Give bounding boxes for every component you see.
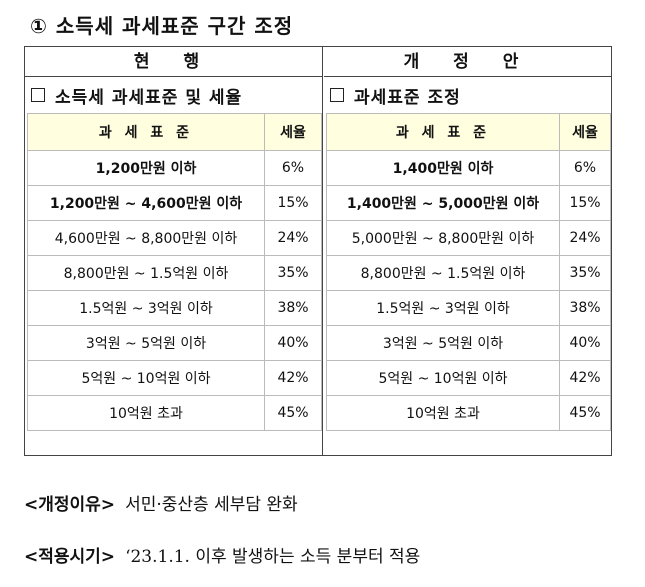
rate-cell: 40%	[264, 325, 322, 361]
table-row: 10억원 초과 45%	[326, 395, 611, 431]
rate-cell: 6%	[264, 150, 322, 186]
table-row: 3억원 ~ 5억원 이하 40%	[27, 325, 322, 361]
rate-cell: 45%	[559, 395, 611, 431]
bracket-cell: 8,800만원 ~ 1.5억원 이하	[326, 255, 560, 291]
section-title: ① 소득세 과세표준 구간 조정	[30, 14, 294, 38]
bracket-header: 과 세 표 준	[326, 113, 560, 151]
table-row: 1,200만원 ~ 4,600만원 이하 15%	[27, 185, 322, 221]
table-header-row: 과 세 표 준 세율	[27, 113, 322, 151]
table-row: 3억원 ~ 5억원 이하 40%	[326, 325, 611, 361]
table-row: 8,800만원 ~ 1.5억원 이하 35%	[27, 255, 322, 291]
table-header-row: 과 세 표 준 세율	[326, 113, 611, 151]
table-row: 5,000만원 ~ 8,800만원 이하 24%	[326, 220, 611, 256]
rate-cell: 6%	[559, 150, 611, 186]
table-row: 1,400만원 이하 6%	[326, 150, 611, 186]
table-row: 8,800만원 ~ 1.5억원 이하 35%	[326, 255, 611, 291]
current-subtitle: 소득세 과세표준 및 세율	[25, 77, 322, 113]
reason-label: <개정이유>	[24, 495, 116, 515]
bracket-header: 과 세 표 준	[27, 113, 265, 151]
rate-header: 세율	[264, 113, 322, 151]
current-tax-table: 과 세 표 준 세율 1,200만원 이하 6% 1,200만원 ~ 4,600만원…	[27, 113, 322, 431]
bracket-cell: 10억원 초과	[326, 395, 560, 431]
bracket-cell: 3억원 ~ 5억원 이하	[27, 325, 265, 361]
proposed-header: 개 정 안	[324, 47, 612, 77]
rate-cell: 35%	[264, 255, 322, 291]
bracket-cell: 1.5억원 ~ 3억원 이하	[326, 290, 560, 326]
table-row: 5억원 ~ 10억원 이하 42%	[27, 360, 322, 396]
proposed-subtitle-label: 과세표준 조정	[354, 87, 461, 108]
bracket-cell: 1,200만원 이하	[27, 150, 265, 186]
rate-cell: 38%	[559, 290, 611, 326]
current-subtitle-label: 소득세 과세표준 및 세율	[55, 87, 243, 108]
reason-line: <개정이유> 서민·중산층 세부담 완화	[24, 490, 298, 515]
table-row: 1.5억원 ~ 3억원 이하 38%	[27, 290, 322, 326]
current-column: 현 행 소득세 과세표준 및 세율 과 세 표 준 세율 1,200만원 이하 6…	[25, 47, 323, 455]
bracket-cell: 1,200만원 ~ 4,600만원 이하	[27, 185, 265, 221]
bracket-cell: 10억원 초과	[27, 395, 265, 431]
bracket-cell: 5억원 ~ 10억원 이하	[27, 360, 265, 396]
table-row: 1,400만원 ~ 5,000만원 이하 15%	[326, 185, 611, 221]
bracket-cell: 1,400만원 ~ 5,000만원 이하	[326, 185, 560, 221]
rate-cell: 15%	[264, 185, 322, 221]
checkbox-square-icon	[31, 88, 45, 102]
rate-cell: 15%	[559, 185, 611, 221]
timing-line: <적용시기> ‘23.1.1. 이후 발생하는 소득 분부터 적용	[24, 542, 420, 567]
bracket-cell: 8,800만원 ~ 1.5억원 이하	[27, 255, 265, 291]
table-row: 4,600만원 ~ 8,800만원 이하 24%	[27, 220, 322, 256]
comparison-table: 현 행 소득세 과세표준 및 세율 과 세 표 준 세율 1,200만원 이하 6…	[24, 46, 612, 456]
proposed-tax-table: 과 세 표 준 세율 1,400만원 이하 6% 1,400만원 ~ 5,000만원…	[326, 113, 611, 431]
table-row: 1.5억원 ~ 3억원 이하 38%	[326, 290, 611, 326]
bracket-cell: 4,600만원 ~ 8,800만원 이하	[27, 220, 265, 256]
checkbox-square-icon	[330, 88, 344, 102]
rate-cell: 40%	[559, 325, 611, 361]
table-row: 1,200만원 이하 6%	[27, 150, 322, 186]
bracket-cell: 5억원 ~ 10억원 이하	[326, 360, 560, 396]
bracket-cell: 1,400만원 이하	[326, 150, 560, 186]
proposed-column: 개 정 안 과세표준 조정 과 세 표 준 세율 1,400만원 이하 6% 1,4…	[324, 47, 612, 455]
bracket-cell: 3억원 ~ 5억원 이하	[326, 325, 560, 361]
rate-cell: 38%	[264, 290, 322, 326]
table-row: 10억원 초과 45%	[27, 395, 322, 431]
bracket-cell: 1.5억원 ~ 3억원 이하	[27, 290, 265, 326]
table-row: 5억원 ~ 10억원 이하 42%	[326, 360, 611, 396]
current-header: 현 행	[25, 47, 322, 77]
rate-cell: 42%	[264, 360, 322, 396]
timing-label: <적용시기>	[24, 547, 116, 567]
proposed-subtitle: 과세표준 조정	[324, 77, 612, 113]
rate-cell: 24%	[264, 220, 322, 256]
rate-header: 세율	[559, 113, 611, 151]
rate-cell: 35%	[559, 255, 611, 291]
timing-text: ‘23.1.1. 이후 발생하는 소득 분부터 적용	[125, 547, 421, 567]
rate-cell: 45%	[264, 395, 322, 431]
rate-cell: 42%	[559, 360, 611, 396]
rate-cell: 24%	[559, 220, 611, 256]
reason-text: 서민·중산층 세부담 완화	[125, 495, 298, 515]
bracket-cell: 5,000만원 ~ 8,800만원 이하	[326, 220, 560, 256]
